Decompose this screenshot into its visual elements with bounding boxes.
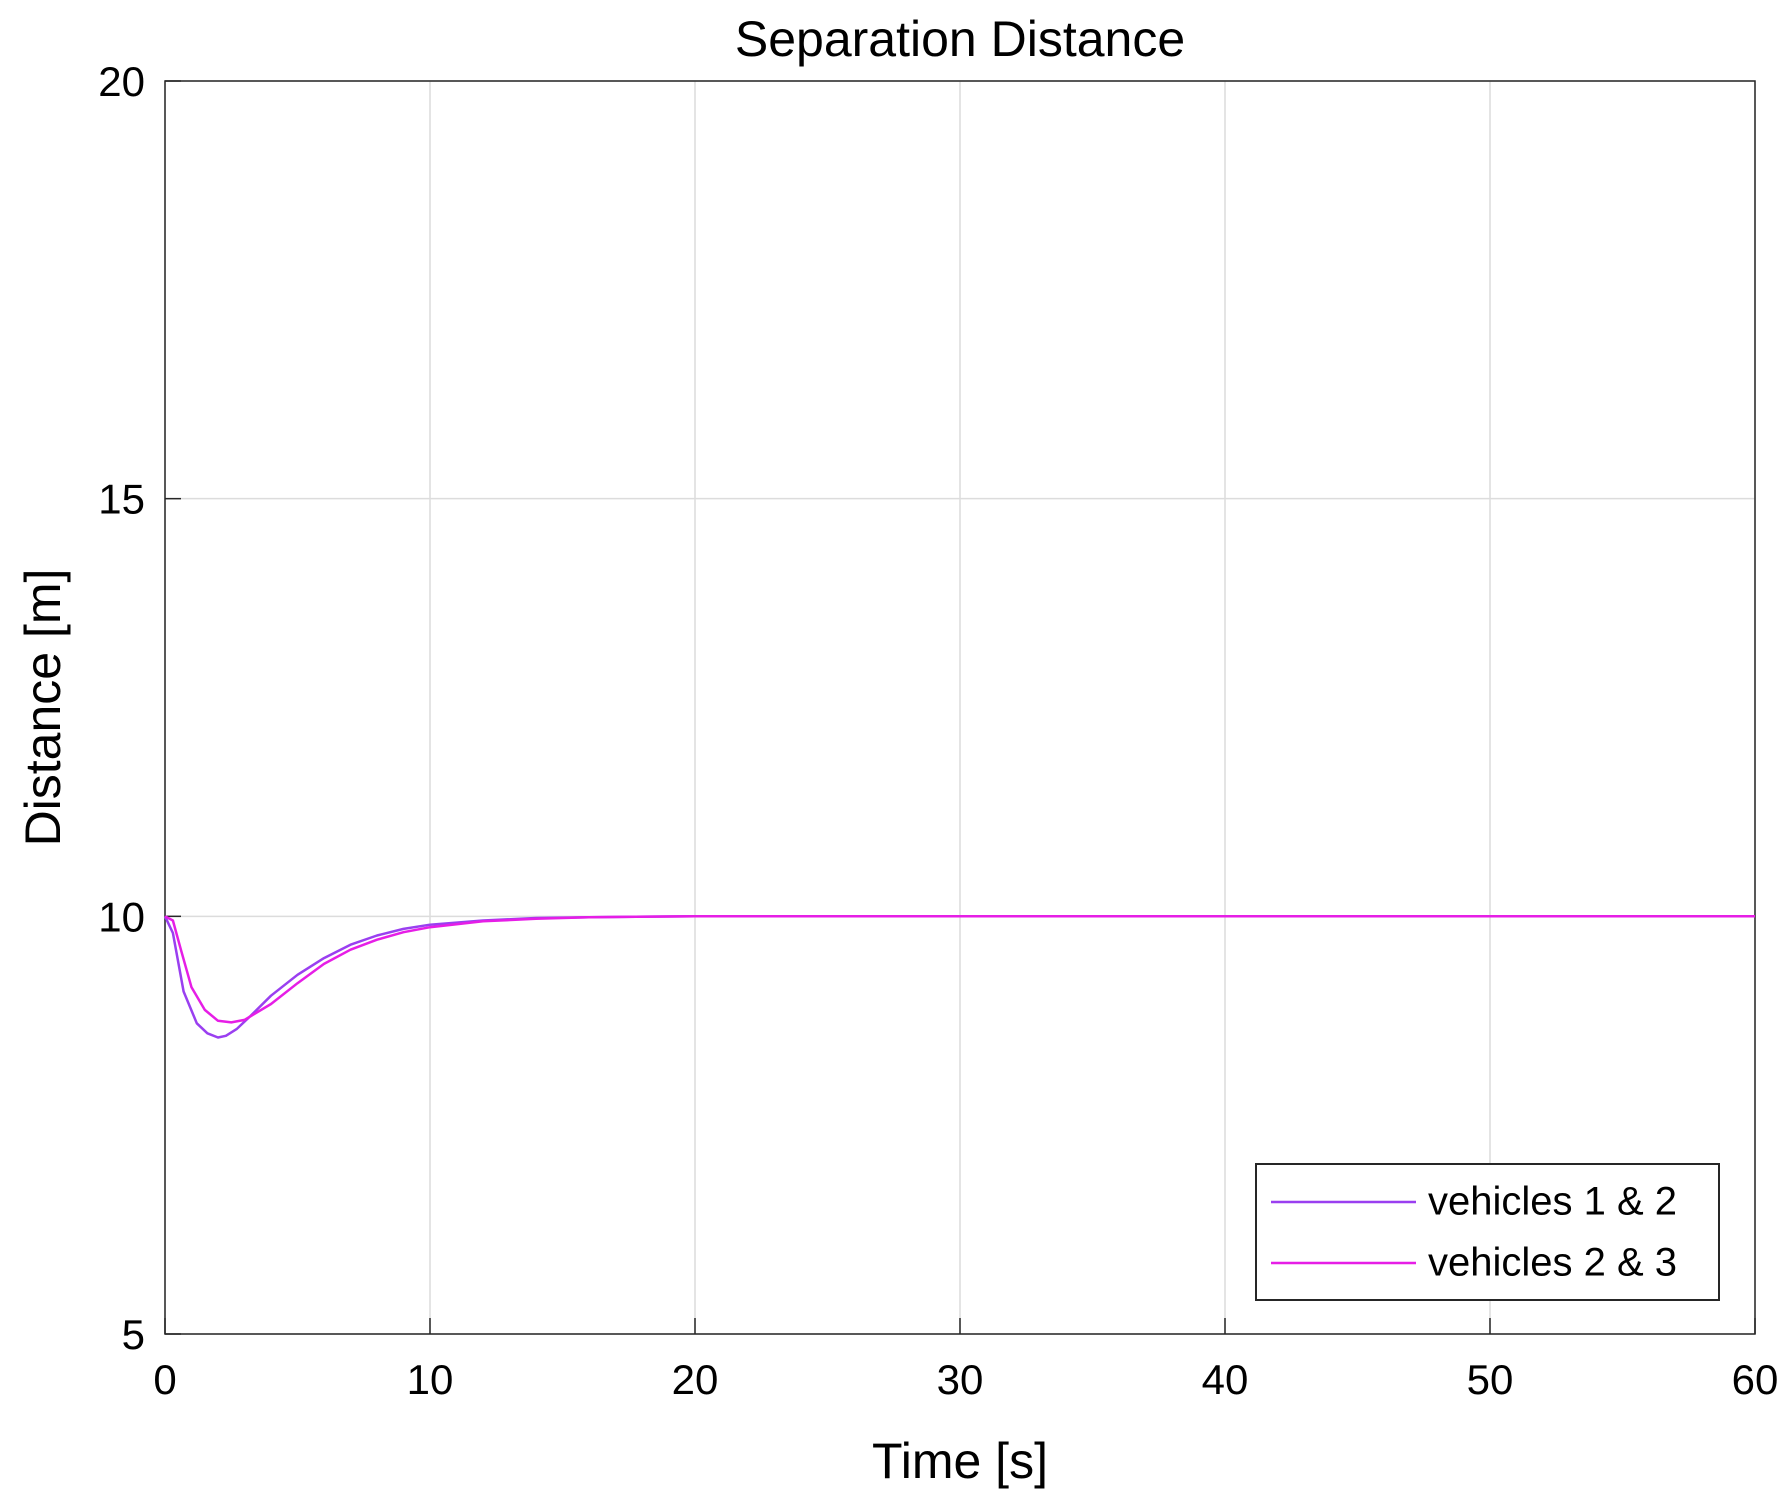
x-tick-label: 60 bbox=[1732, 1356, 1779, 1403]
legend-label-vehicles-2-3: vehicles 2 & 3 bbox=[1428, 1241, 1677, 1285]
x-axis-label: Time [s] bbox=[872, 1433, 1048, 1489]
series-line-vehicles-2-3 bbox=[164, 915, 1755, 1024]
x-tick-label: 50 bbox=[1467, 1356, 1514, 1403]
axis-ticks: 0 10 20 30 40 50 60 5 10 15 20 bbox=[98, 58, 1778, 1403]
legend-label-vehicles-1-2: vehicles 1 & 2 bbox=[1428, 1180, 1677, 1224]
x-tick-label: 40 bbox=[1202, 1356, 1249, 1403]
y-tick-label: 15 bbox=[98, 476, 145, 523]
y-tick-label: 5 bbox=[122, 1311, 145, 1358]
x-tick-label: 30 bbox=[937, 1356, 984, 1403]
legend-box bbox=[1255, 1163, 1720, 1301]
x-tick-label: 0 bbox=[153, 1356, 176, 1403]
series-lines bbox=[163, 915, 1755, 1039]
x-tick-label: 10 bbox=[407, 1356, 454, 1403]
x-tick-label: 20 bbox=[672, 1356, 719, 1403]
y-tick-label: 20 bbox=[98, 58, 145, 105]
y-axis-label: Distance [m] bbox=[15, 569, 71, 847]
y-tick-label: 10 bbox=[98, 893, 145, 940]
legend: vehicles 1 & 2 vehicles 2 & 3 bbox=[1255, 1163, 1720, 1301]
chart-title: Separation Distance bbox=[735, 11, 1185, 67]
